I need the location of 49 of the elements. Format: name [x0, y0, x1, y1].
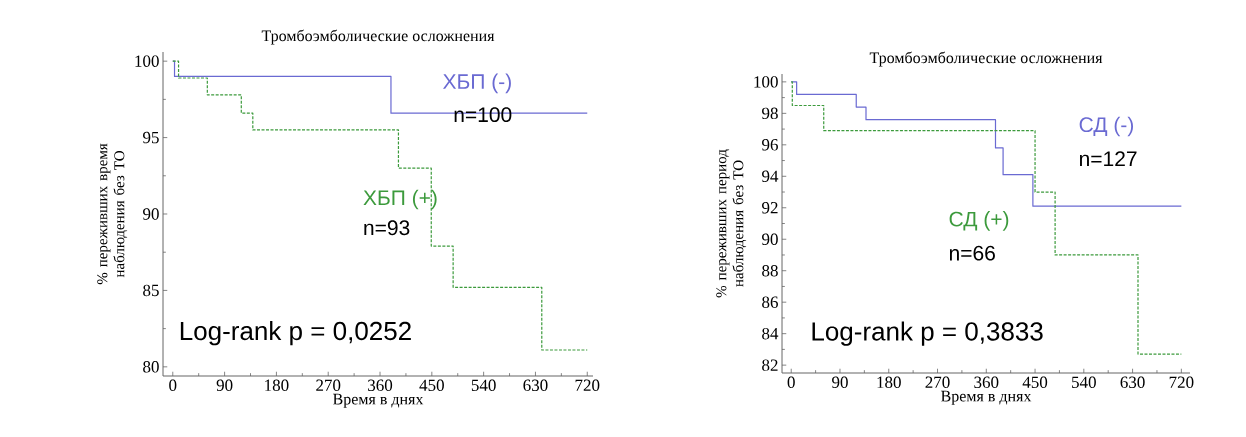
y-tick-label: 90 — [762, 233, 778, 245]
x-tick-label: 180 — [265, 379, 289, 392]
y-tick-label: 82 — [762, 359, 778, 371]
chart-title: Тромбоэмболические осложнения — [261, 29, 495, 45]
annotation: Log-rank p = 0,0252 — [180, 321, 411, 346]
x-tick-label: 630 — [523, 379, 548, 392]
y-tick-label: 85 — [143, 284, 159, 297]
series-label: СД (+) — [949, 211, 1009, 231]
text: СД (-) — [1079, 116, 1134, 137]
x-tick-label: 270 — [925, 376, 950, 389]
x-tick-label: 540 — [471, 379, 496, 392]
x-tick-label: 360 — [368, 379, 393, 392]
series-label: ХБП (+) — [363, 189, 437, 210]
x-axis-title: Время в днях — [941, 390, 1032, 405]
annotation: n=66 — [949, 245, 995, 261]
x-tick-label: 360 — [974, 376, 999, 389]
x-tick-label: 0 — [169, 379, 177, 392]
series-label: ХБП (-) — [443, 73, 511, 94]
x-tick-label: 720 — [1169, 376, 1194, 389]
y-tick-label: 94 — [762, 170, 779, 183]
annotation: n=127 — [1080, 151, 1137, 166]
y-tick-label: 96 — [762, 139, 778, 151]
x-tick-label: 450 — [419, 379, 444, 392]
x-tick-label: 90 — [832, 376, 848, 389]
y-tick-label: 100 — [754, 76, 778, 88]
y-tick-label: 90 — [143, 208, 159, 220]
annotation: n=100 — [454, 107, 512, 123]
y-tick-label: 80 — [143, 361, 159, 373]
y-axis-title: % переживших период наблюдения без ТО — [716, 149, 747, 298]
x-tick-label: 180 — [877, 376, 901, 389]
y-tick-label: 86 — [762, 296, 778, 308]
x-tick-label: 720 — [575, 379, 600, 392]
y-tick-label: 98 — [762, 107, 778, 120]
y-axis-title: % переживших время наблюдения без ТО — [97, 143, 128, 285]
y-tick-label: 84 — [762, 327, 779, 340]
y-tick-label: 95 — [143, 131, 159, 144]
x-tick-label: 90 — [216, 379, 233, 392]
x-tick-label: 0 — [787, 376, 795, 389]
annotation: Log-rank p = 0,3833 — [812, 321, 1043, 346]
x-axis-title: Время в днях — [333, 393, 424, 408]
x-tick-label: 630 — [1120, 376, 1145, 389]
chart-title: Тромбоэмболические осложнения — [869, 51, 1103, 67]
y-tick-label: 92 — [762, 202, 778, 214]
x-tick-label: 450 — [1022, 376, 1048, 389]
x-tick-label: 540 — [1072, 376, 1096, 389]
annotation: n=93 — [364, 220, 410, 236]
x-tick-label: 270 — [316, 379, 341, 392]
y-tick-label: 100 — [135, 55, 159, 67]
y-tick-label: 88 — [762, 264, 778, 277]
